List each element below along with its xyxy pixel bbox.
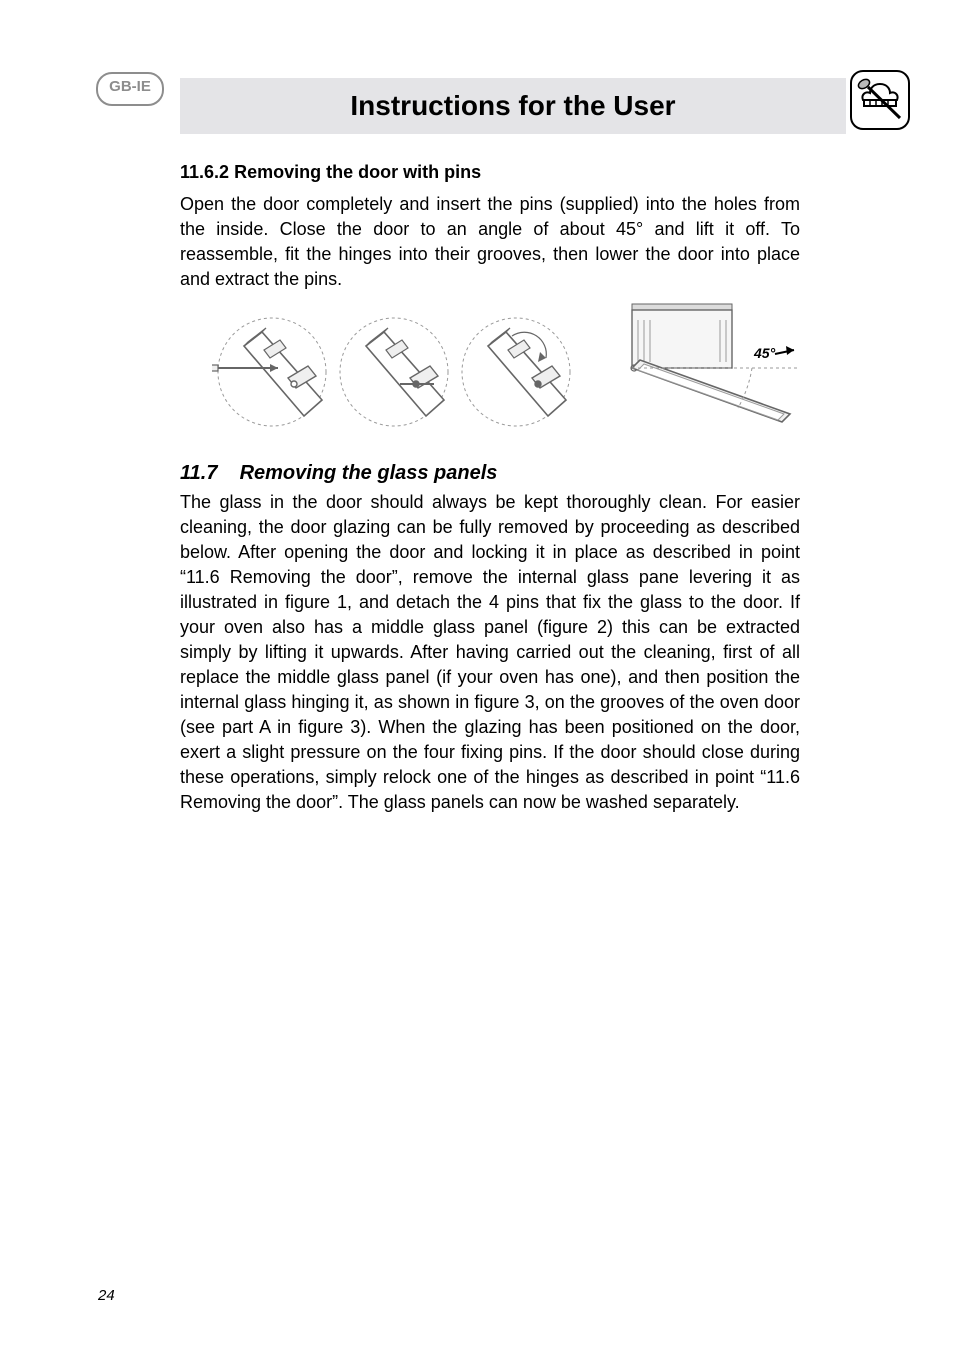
- section-11-7-number: 11.7: [180, 462, 234, 485]
- title-band: Instructions for the User: [180, 78, 846, 134]
- section-11-6-2-title: Removing the door with pins: [234, 162, 481, 182]
- section-11-6-2-number: 11.6.2: [180, 162, 229, 182]
- section-11-6-2-heading: 11.6.2 Removing the door with pins: [180, 162, 481, 183]
- cook-spoon-icon: [850, 70, 910, 130]
- section-11-7-text: The glass in the door should always be k…: [180, 490, 800, 815]
- section-11-7-heading: 11.7 Removing the glass panels: [180, 462, 497, 485]
- angle-label: 45°: [753, 345, 776, 361]
- door-pin-figure: 45°: [212, 300, 802, 444]
- locale-badge: GB-IE: [96, 72, 164, 106]
- section-11-7-title: Removing the glass panels: [240, 462, 498, 484]
- page-number: 24: [98, 1287, 115, 1304]
- section-11-6-2-text: Open the door completely and insert the …: [180, 192, 800, 292]
- page-title: Instructions for the User: [350, 90, 675, 122]
- manual-page: GB-IE Instructions for the User 11.6.2 R…: [0, 0, 954, 1352]
